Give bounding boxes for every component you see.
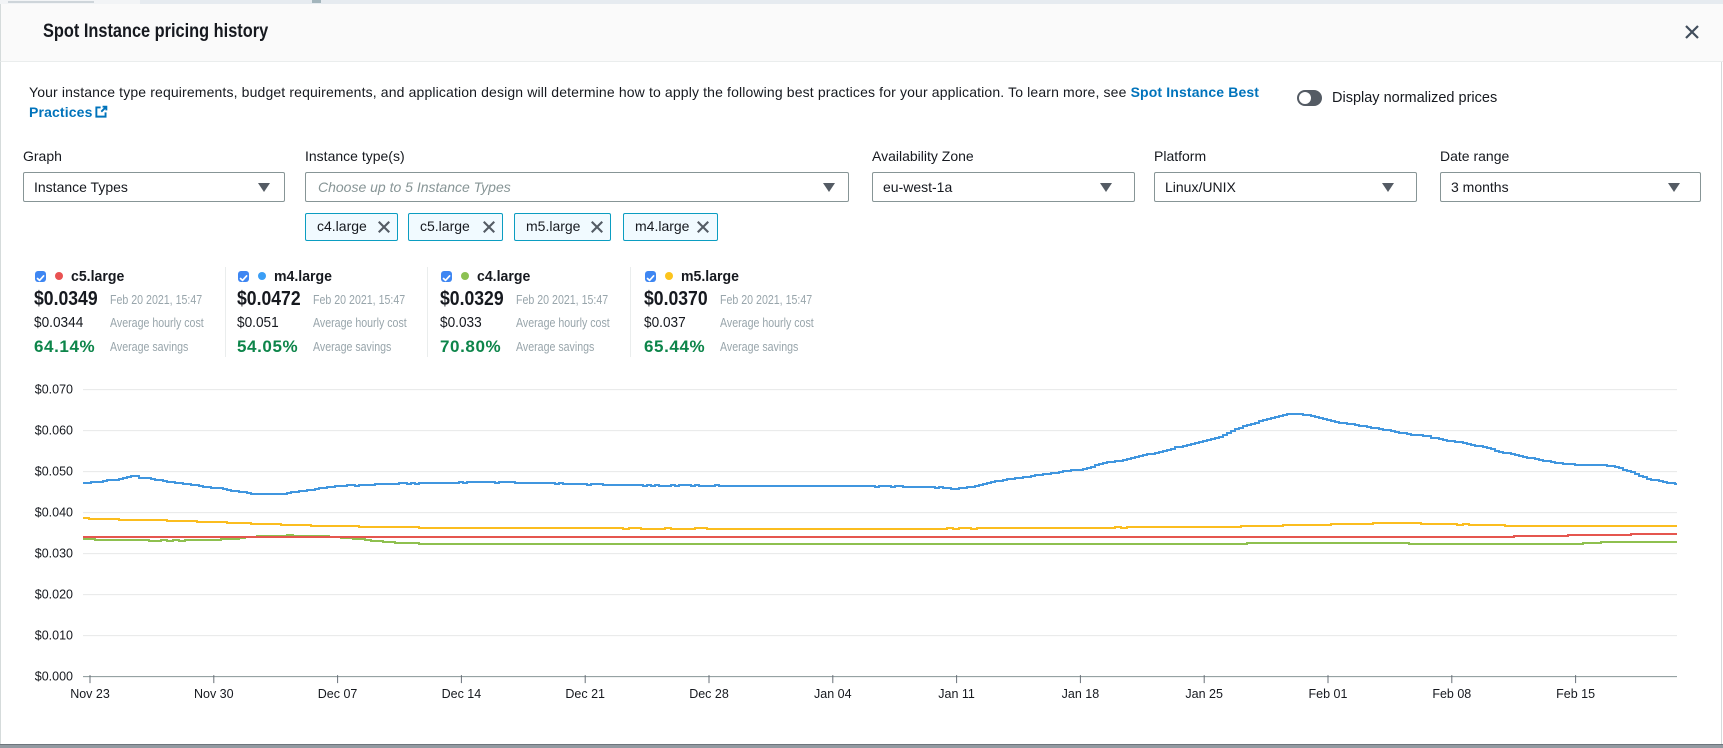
svg-text:Jan 11: Jan 11 <box>938 687 975 701</box>
svg-text:$0.000: $0.000 <box>35 670 73 684</box>
svg-text:Dec 21: Dec 21 <box>565 687 605 701</box>
svg-text:Jan 25: Jan 25 <box>1185 687 1223 701</box>
svg-text:$0.020: $0.020 <box>35 588 73 602</box>
svg-text:$0.060: $0.060 <box>35 424 73 438</box>
svg-text:Feb 01: Feb 01 <box>1309 687 1348 701</box>
svg-text:Dec 28: Dec 28 <box>689 687 729 701</box>
svg-text:Feb 15: Feb 15 <box>1556 687 1595 701</box>
svg-text:$0.050: $0.050 <box>35 465 73 479</box>
svg-text:Dec 07: Dec 07 <box>318 687 358 701</box>
svg-text:Nov 30: Nov 30 <box>194 687 234 701</box>
svg-text:$0.030: $0.030 <box>35 547 73 561</box>
svg-text:$0.010: $0.010 <box>35 629 73 643</box>
svg-text:Nov 23: Nov 23 <box>70 687 110 701</box>
svg-text:$0.070: $0.070 <box>35 383 73 397</box>
svg-text:Jan 18: Jan 18 <box>1062 687 1100 701</box>
svg-text:$0.040: $0.040 <box>35 506 73 520</box>
svg-text:Jan 04: Jan 04 <box>814 687 852 701</box>
svg-text:Dec 14: Dec 14 <box>442 687 482 701</box>
svg-text:Feb 08: Feb 08 <box>1432 687 1471 701</box>
